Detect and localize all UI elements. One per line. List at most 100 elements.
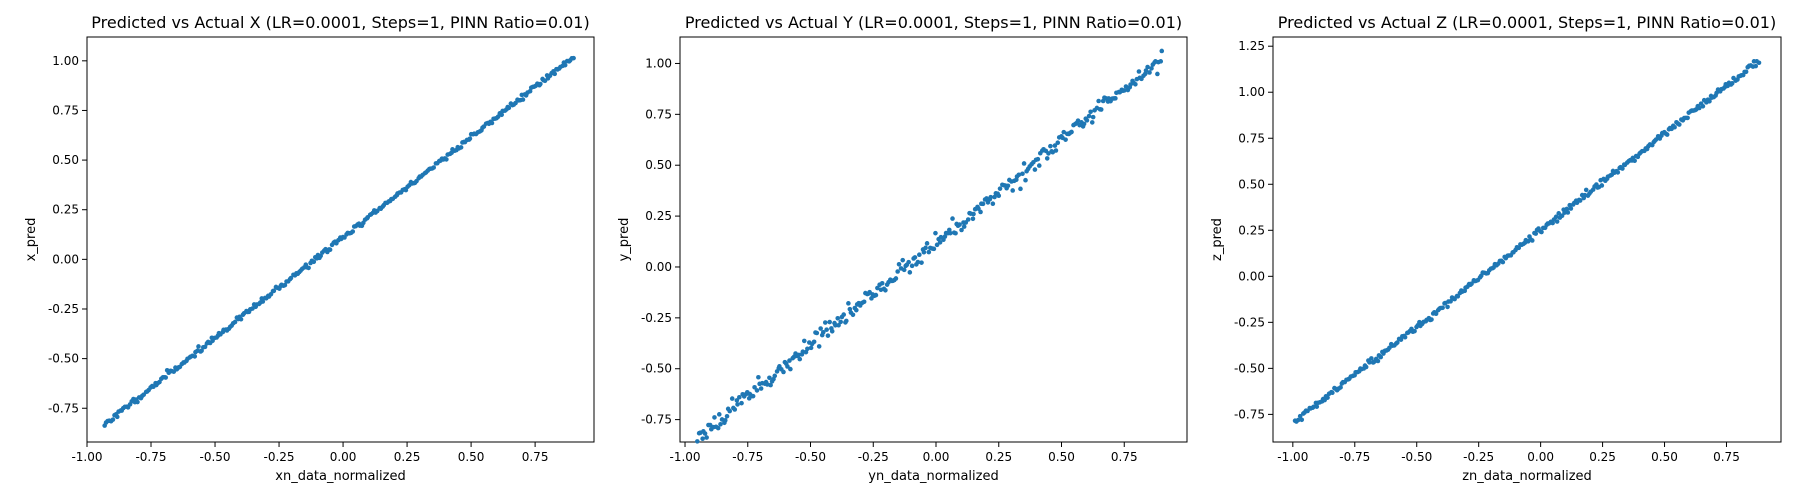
data-point: [814, 330, 820, 336]
data-point: [1098, 107, 1104, 112]
data-point: [961, 224, 967, 229]
data-point: [1032, 167, 1038, 172]
data-point: [282, 282, 288, 288]
data-point: [997, 186, 1003, 191]
y-tick-label: 0.00: [645, 260, 672, 274]
x-tick-label: -0.25: [1463, 450, 1494, 464]
chart-x-panel: Predicted vs Actual X (LR=0.0001, Steps=…: [24, 13, 595, 484]
data-point: [1402, 334, 1408, 340]
data-point: [718, 422, 723, 427]
data-point: [1061, 129, 1067, 135]
chart-z-panel: Predicted vs Actual Z (LR=0.0001, Steps=…: [1210, 13, 1782, 484]
data-point: [873, 292, 879, 298]
data-point: [948, 230, 953, 236]
data-point: [1685, 115, 1690, 121]
data-point: [900, 257, 906, 263]
data-point: [1533, 231, 1539, 236]
x-tick-label: -0.75: [1339, 450, 1370, 464]
data-point: [192, 354, 198, 359]
data-point: [1577, 198, 1583, 203]
data-point: [1369, 356, 1374, 361]
data-point: [978, 209, 983, 215]
data-point: [1005, 183, 1011, 189]
x-tick-label: 0.00: [1527, 450, 1554, 464]
data-point: [1753, 63, 1759, 69]
data-point: [1743, 69, 1749, 75]
data-point: [1020, 171, 1025, 177]
data-point: [841, 312, 847, 317]
data-point: [1081, 121, 1087, 127]
data-point: [288, 275, 294, 281]
data-point: [937, 240, 943, 245]
data-point: [921, 249, 927, 255]
x-tick-label: -0.25: [264, 450, 295, 464]
data-point: [785, 364, 790, 369]
data-point: [827, 319, 832, 325]
data-point: [879, 280, 885, 286]
x-tick-label: -0.50: [199, 450, 230, 464]
data-point: [768, 382, 773, 388]
data-point: [695, 439, 700, 444]
y-tick-label: -0.75: [641, 413, 672, 427]
x-tick-label: -0.50: [1401, 450, 1432, 464]
y-tick-label: 0.25: [1238, 223, 1265, 237]
data-point: [1615, 170, 1621, 175]
data-point: [825, 333, 831, 338]
data-point: [538, 81, 543, 87]
y-tick-label: -0.50: [48, 352, 79, 366]
data-point: [163, 375, 169, 380]
data-point: [1149, 66, 1154, 71]
data-point: [520, 97, 526, 102]
x-tick-label: -1.00: [71, 450, 102, 464]
x-tick-label: 0.75: [522, 450, 549, 464]
y-tick-label: 0.00: [52, 252, 79, 266]
data-point: [797, 356, 803, 362]
data-point: [1395, 340, 1400, 345]
data-point: [202, 344, 208, 350]
data-point: [1599, 183, 1605, 188]
y-tick-label: 0.25: [52, 203, 79, 217]
data-point: [942, 234, 948, 239]
data-point: [110, 417, 116, 422]
data-point: [1010, 188, 1016, 193]
data-point: [788, 366, 793, 372]
data-point: [980, 201, 986, 207]
data-point: [735, 402, 740, 407]
data-point: [1133, 82, 1138, 87]
x-tick-label: 0.25: [394, 450, 421, 464]
data-point: [1565, 210, 1571, 215]
data-point: [846, 301, 851, 306]
x-tick-label: 0.50: [1651, 450, 1678, 464]
y-tick-label: 0.75: [52, 103, 79, 117]
y-tick-label: 0.50: [52, 153, 79, 167]
data-point: [893, 276, 899, 281]
data-point: [1075, 118, 1081, 123]
y-axis-label: x_pred: [24, 218, 39, 262]
data-point: [933, 230, 938, 236]
plot-frame: [86, 36, 595, 443]
x-tick-label: 0.50: [1048, 450, 1075, 464]
data-point: [271, 288, 277, 294]
scatter-points: [1292, 58, 1762, 424]
data-point: [729, 396, 735, 401]
data-point: [1559, 213, 1565, 219]
data-point: [1016, 172, 1022, 178]
data-point: [957, 222, 962, 227]
data-point: [1035, 156, 1041, 162]
data-point: [1700, 103, 1706, 109]
y-tick-label: 1.00: [645, 56, 672, 70]
y-tick-label: 1.00: [52, 54, 79, 68]
x-tick-label: -0.75: [135, 450, 166, 464]
data-point: [350, 229, 356, 234]
data-point: [1052, 143, 1058, 148]
x-tick-label: -1.00: [1277, 450, 1308, 464]
data-point: [562, 62, 568, 68]
plot-frame: [679, 36, 1188, 443]
data-point: [1664, 132, 1670, 137]
data-point: [1554, 219, 1560, 224]
data-point: [1632, 158, 1637, 163]
data-point: [1445, 304, 1450, 310]
scatter-points: [102, 55, 576, 428]
x-axis-label: xn_data_normalized: [275, 469, 405, 484]
